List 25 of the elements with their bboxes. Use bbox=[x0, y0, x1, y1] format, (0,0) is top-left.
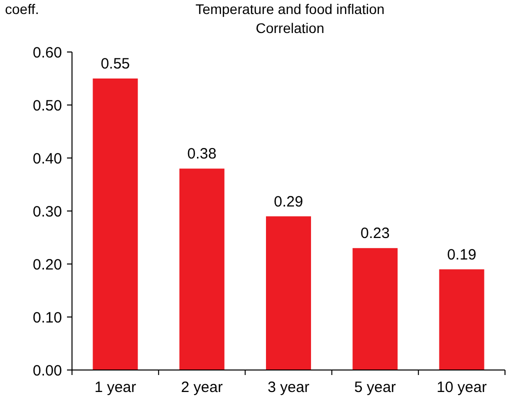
bar bbox=[352, 248, 398, 370]
data-label: 0.29 bbox=[274, 193, 304, 210]
bar bbox=[92, 78, 138, 370]
y-tick-label: 0.00 bbox=[32, 362, 62, 380]
x-tick-label: 3 year bbox=[268, 379, 310, 396]
chart-title: Temperature and food inflation bbox=[195, 1, 385, 17]
data-label: 0.55 bbox=[100, 56, 130, 72]
y-axis-title: coeff. bbox=[5, 1, 39, 17]
bar bbox=[439, 269, 484, 370]
x-tick-label: 10 year bbox=[436, 379, 487, 396]
x-tick-label: 2 year bbox=[181, 379, 223, 396]
data-label: 0.19 bbox=[447, 246, 476, 264]
y-tick-label: 0.40 bbox=[32, 150, 62, 168]
y-tick-label: 0.60 bbox=[32, 44, 62, 62]
bar bbox=[179, 168, 224, 370]
x-tick-label: 5 year bbox=[354, 379, 396, 396]
y-tick-label: 0.20 bbox=[32, 256, 62, 274]
y-tick-label: 0.10 bbox=[32, 309, 62, 326]
y-tick-label: 0.50 bbox=[32, 97, 62, 114]
data-label: 0.23 bbox=[360, 225, 390, 242]
chart-subtitle: Correlation bbox=[256, 20, 324, 36]
data-label: 0.38 bbox=[187, 146, 216, 163]
y-tick-label: 0.30 bbox=[32, 203, 62, 220]
bar bbox=[266, 216, 312, 370]
x-tick-label: 1 year bbox=[94, 379, 136, 396]
